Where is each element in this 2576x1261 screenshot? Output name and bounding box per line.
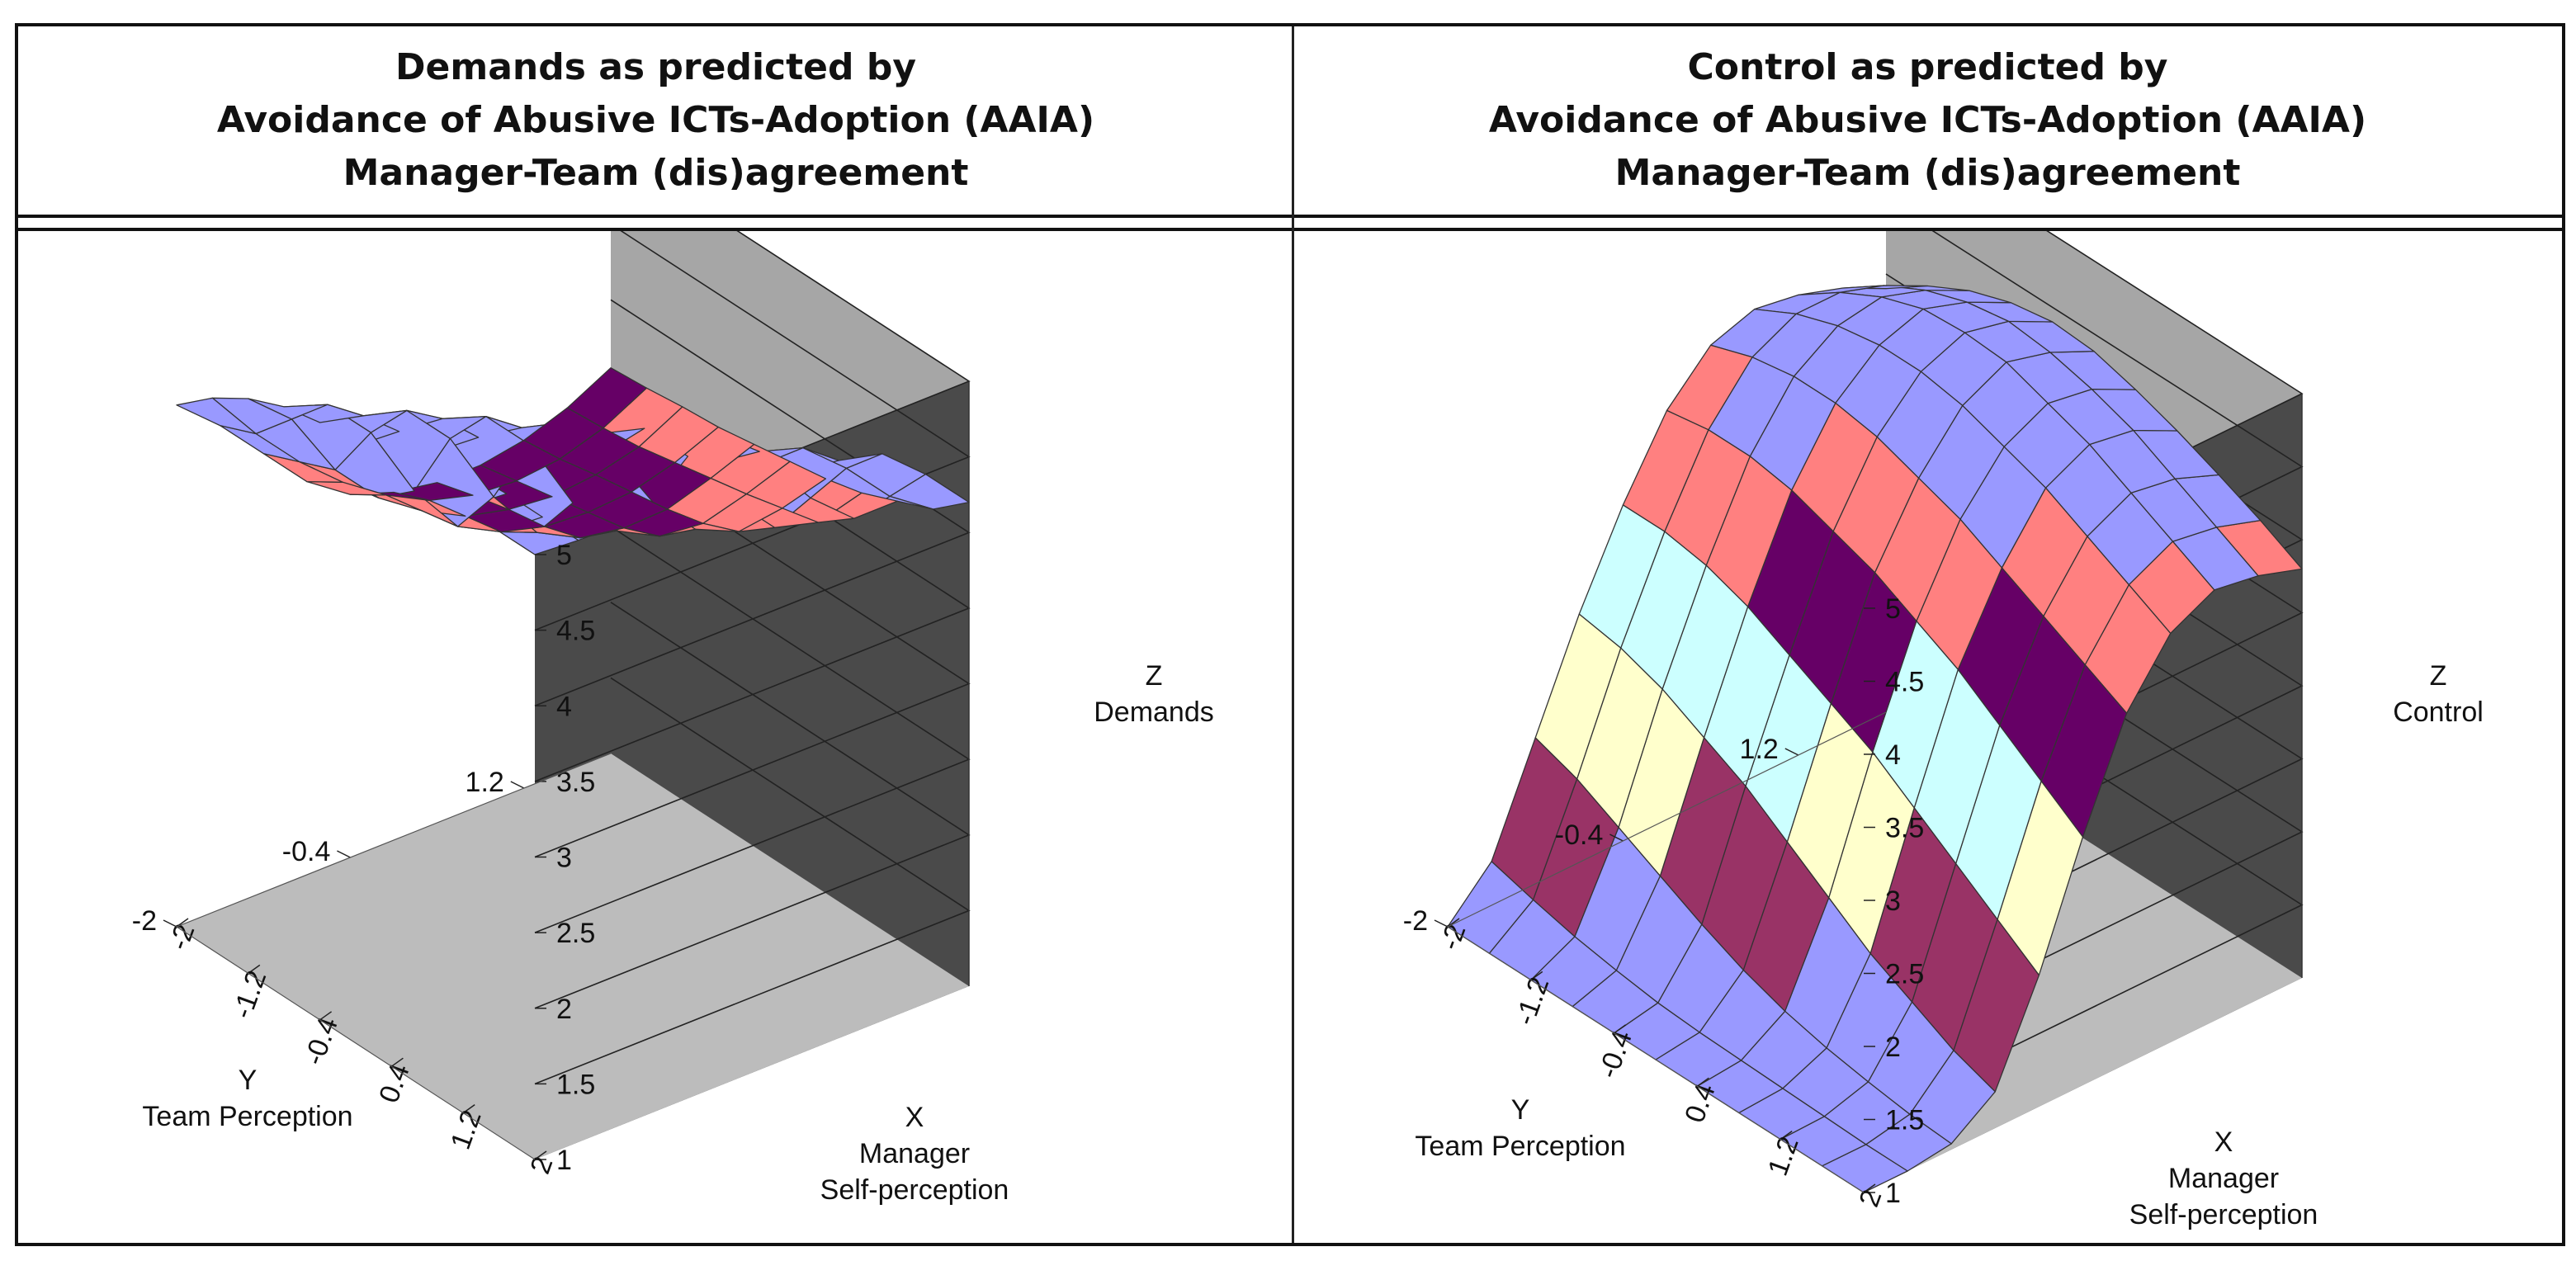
y-tick-label: -2 — [132, 905, 157, 937]
y-tick-label: 1.2 — [1740, 734, 1779, 765]
x-tick-label: -1.2 — [227, 966, 273, 1022]
z-tick-label: 1.5 — [1885, 1105, 1924, 1136]
x-axis-title: Self-perception — [820, 1174, 1009, 1206]
y-axis-title: Team Perception — [142, 1101, 352, 1132]
left-title-line-2: Avoidance of Abusive ICTs-Adoption (AAIA… — [216, 99, 1095, 141]
z-tick-label: 1 — [1885, 1178, 1901, 1209]
x-tick-label: -0.4 — [298, 1013, 344, 1070]
y-tick — [1784, 748, 1799, 756]
demands-surface-chart: 11.522.533.544.55-2-1.2-0.40.41.221.2-0.… — [132, 148, 1214, 1206]
floor — [177, 753, 969, 1159]
z-tick-label: 2 — [1885, 1032, 1901, 1063]
y-tick-label: 1.2 — [466, 767, 504, 798]
right-title-line-2: Avoidance of Abusive ICTs-Adoption (AAIA… — [1488, 99, 2367, 141]
z-tick-label: 1 — [556, 1145, 572, 1176]
panel-divider — [1292, 26, 1294, 1243]
control-plot: 1 1.5 2 2.5 3 3.5 4 4.5 5 -2 -1.2 -0.4 0.4 1.2 2 1.2 -0.… — [1294, 127, 2562, 1243]
z-tick-label: 5 — [1885, 593, 1901, 625]
x-axis-title: Self-perception — [2129, 1199, 2318, 1230]
z-axis-title: Z — [2430, 660, 2447, 692]
z-axis-title: Z — [1146, 660, 1163, 692]
right-title-line-1: Control as predicted by — [1687, 46, 2168, 88]
z-tick-label: 5 — [556, 540, 572, 571]
left-title-line-3: Manager-Team (dis)agreement — [343, 152, 969, 194]
y-tick — [1434, 919, 1449, 928]
z-tick-label: 2.5 — [1885, 959, 1924, 990]
z-axis-title: Control — [2393, 697, 2484, 728]
y-tick — [163, 919, 177, 928]
floor-edge — [1446, 711, 1887, 1193]
z-tick-label: 2 — [556, 994, 572, 1025]
x-axis-title: Manager — [2168, 1163, 2279, 1194]
z-tick-label: 4 — [1885, 739, 1901, 771]
right-panel-title: Control as predicted by Avoidance of Abu… — [1293, 26, 2562, 215]
z-tick-label: 3.5 — [1885, 813, 1924, 844]
z-tick-label: 3 — [556, 843, 572, 874]
y-axis-title: Y — [1511, 1094, 1530, 1126]
x-tick-label: -1.2 — [1510, 973, 1556, 1029]
x-tick — [1614, 1024, 1627, 1034]
x-axis-title: Manager — [859, 1138, 970, 1169]
x-tick — [534, 1150, 547, 1160]
x-tick — [1863, 1183, 1876, 1193]
y-tick-label: -2 — [1403, 905, 1428, 937]
y-axis-title: Y — [239, 1065, 258, 1096]
x-tick — [1530, 971, 1543, 981]
left-panel-title: Demands as predicted by Avoidance of Abu… — [18, 26, 1293, 215]
z-tick-label: 2.5 — [556, 918, 595, 949]
x-tick — [390, 1057, 404, 1067]
surface-patch — [176, 397, 257, 435]
x-axis-title: X — [905, 1102, 924, 1133]
z-tick-label: 3.5 — [556, 767, 595, 798]
z-tick-label: 4.5 — [1885, 667, 1924, 698]
z-tick-label: 1.5 — [556, 1069, 595, 1100]
y-tick-label: -0.4 — [282, 836, 331, 867]
x-tick — [248, 964, 261, 975]
z-tick-label: 4.5 — [556, 616, 595, 647]
y-tick — [1609, 834, 1624, 842]
z-axis-title: Demands — [1094, 697, 1214, 728]
x-tick — [1780, 1130, 1793, 1141]
x-tick — [176, 918, 189, 928]
z-tick-label: 4 — [556, 691, 572, 722]
floor-edge — [175, 753, 612, 1160]
x-tick — [462, 1103, 475, 1114]
x-tick-label: -0.4 — [1592, 1027, 1638, 1083]
y-axis-title: Team Perception — [1415, 1131, 1625, 1162]
title-plot-separator — [18, 215, 2562, 231]
figure-frame: Demands as predicted by Avoidance of Abu… — [15, 23, 2565, 1246]
z-tick-label: 3 — [1885, 886, 1901, 917]
y-tick — [510, 781, 525, 789]
y-tick-label: -0.4 — [1555, 819, 1604, 851]
right-title-line-3: Manager-Team (dis)agreement — [1614, 152, 2241, 194]
x-tick — [1696, 1077, 1709, 1087]
x-axis-title: X — [2214, 1126, 2233, 1158]
y-tick — [337, 850, 351, 858]
demands-plot: 1 1.5 2 2.5 3 3.5 4 4.5 5 -2 -1.2 -0.4 0.4 1.2 2 1.2 -0.… — [18, 148, 1292, 1243]
left-title-line-1: Demands as predicted by — [395, 46, 916, 88]
x-tick — [319, 1011, 333, 1021]
control-surface-chart: 11.522.533.544.55-2-1.2-0.40.41.221.2-0.… — [1403, 127, 2484, 1230]
